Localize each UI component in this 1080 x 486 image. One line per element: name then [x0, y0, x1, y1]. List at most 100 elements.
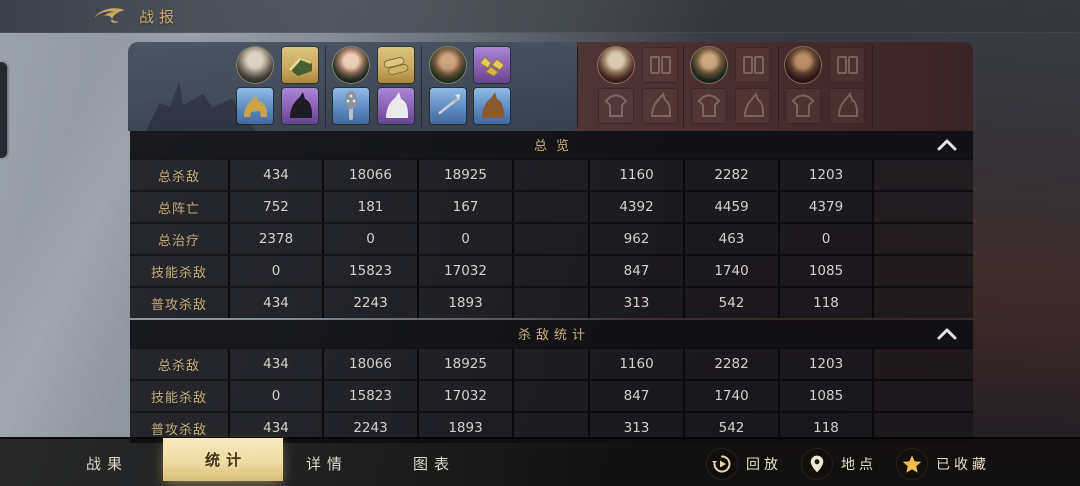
- stat-value: 15823: [349, 388, 392, 404]
- stat-value: 118: [813, 295, 839, 311]
- location-pin-icon: [802, 448, 832, 479]
- elder-white-beard-avatar[interactable]: [237, 47, 273, 83]
- row-label: 总杀敌: [130, 349, 228, 379]
- man-red-headband-avatar[interactable]: [785, 47, 821, 83]
- gold-horse-item-icon[interactable]: [237, 88, 273, 124]
- man-green-band-avatar[interactable]: [691, 47, 727, 83]
- bamboo-scrolls-item-icon[interactable]: [378, 47, 414, 83]
- location-button[interactable]: 地点: [802, 439, 877, 486]
- title-bar: 战报: [0, 0, 1080, 33]
- black-horse-item-icon[interactable]: [282, 88, 318, 124]
- white-horse-item-icon[interactable]: [378, 88, 414, 124]
- brown-horse-item-icon[interactable]: [474, 88, 510, 124]
- stat-value: 1893: [448, 420, 483, 436]
- stats-table: 总览 总杀敌 434 18066 18925 1160 2282 1203 总阵…: [130, 131, 973, 443]
- team-divider: [577, 46, 578, 127]
- spacer-cell: [512, 224, 588, 254]
- chevron-up-icon[interactable]: [935, 326, 959, 342]
- stat-value: 962: [623, 231, 650, 247]
- hero-column-divider: [421, 46, 422, 127]
- spacer-cell: [872, 288, 973, 318]
- empty-scroll-slot-icon[interactable]: [735, 47, 771, 83]
- section-title: 总览: [533, 138, 578, 153]
- stat-value: 542: [718, 420, 745, 436]
- stat-value: 18925: [444, 167, 487, 183]
- stat-value: 1085: [808, 388, 844, 404]
- row-label: 技能杀敌: [130, 256, 228, 286]
- spacer-cell: [512, 160, 588, 190]
- gold-ingots-item-icon[interactable]: [474, 47, 510, 83]
- stat-value: 1085: [808, 263, 844, 279]
- empty-scroll-slot-icon[interactable]: [642, 47, 678, 83]
- spacer-cell: [872, 160, 973, 190]
- stat-value: 847: [623, 388, 650, 404]
- row-label: 总杀敌: [130, 160, 228, 190]
- silver-mace-item-icon[interactable]: [333, 88, 369, 124]
- tab-battle-result[interactable]: 战果: [85, 456, 128, 473]
- stat-value: 313: [623, 295, 650, 311]
- man-gray-hair-avatar[interactable]: [598, 47, 634, 83]
- tab-statistics-selected[interactable]: 统计: [163, 438, 283, 481]
- stat-value: 18066: [349, 167, 392, 183]
- empty-armor-slot-icon[interactable]: [598, 88, 634, 124]
- empty-horse-slot-icon[interactable]: [642, 88, 678, 124]
- empty-scroll-slot-icon[interactable]: [829, 47, 865, 83]
- tab-details[interactable]: 详情: [305, 456, 348, 473]
- replay-button[interactable]: 回放: [707, 439, 782, 486]
- table-row: 普攻杀敌 434 2243 1893 313 542 118: [130, 286, 973, 318]
- hero-column-divider: [325, 46, 326, 127]
- empty-horse-slot-icon[interactable]: [829, 88, 865, 124]
- hero-column-divider: [872, 46, 873, 127]
- stat-value: 313: [623, 420, 650, 436]
- stat-value: 17032: [444, 388, 487, 404]
- stat-value: 1893: [448, 295, 483, 311]
- row-label: 技能杀敌: [130, 381, 228, 411]
- spacer-cell: [512, 381, 588, 411]
- chevron-up-icon[interactable]: [935, 137, 959, 153]
- side-drawer-handle[interactable]: [0, 62, 7, 158]
- green-book-item-icon[interactable]: [282, 47, 318, 83]
- empty-horse-slot-icon[interactable]: [735, 88, 771, 124]
- stat-value: 167: [452, 199, 479, 215]
- stat-value: 0: [461, 231, 470, 247]
- favorited-button[interactable]: 已收藏: [897, 439, 990, 486]
- stat-value: 4392: [619, 199, 654, 215]
- row-label: 总治疗: [130, 224, 228, 254]
- location-label: 地点: [841, 455, 877, 472]
- row-label: 总阵亡: [130, 192, 228, 222]
- table-row: 技能杀敌 0 15823 17032 847 1740 1085: [130, 379, 973, 411]
- spacer-cell: [872, 381, 973, 411]
- stat-value: 118: [813, 420, 839, 436]
- stat-value: 2243: [353, 295, 388, 311]
- bottom-tab-bar: 战果 统计 详情 图表 回放 地点: [0, 437, 1080, 486]
- section-title: 杀敌统计: [517, 327, 590, 342]
- empty-armor-slot-icon[interactable]: [691, 88, 727, 124]
- spacer-cell: [872, 192, 973, 222]
- hero-equipment-panel: [128, 42, 973, 131]
- spacer-cell: [512, 192, 588, 222]
- stat-value: 1160: [619, 356, 654, 372]
- table-row: 技能杀敌 0 15823 17032 847 1740 1085: [130, 254, 973, 286]
- stat-value: 542: [718, 295, 745, 311]
- woman-dark-hair-avatar[interactable]: [333, 47, 369, 83]
- spacer-cell: [512, 349, 588, 379]
- report-swoosh-logo-icon: [94, 8, 125, 23]
- right-team-background: [577, 42, 973, 131]
- table-row: 总阵亡 752 181 167 4392 4459 4379: [130, 190, 973, 222]
- man-green-headband-avatar[interactable]: [430, 47, 466, 83]
- empty-armor-slot-icon[interactable]: [785, 88, 821, 124]
- section-header-overview: 总览: [130, 131, 973, 158]
- stat-value: 752: [263, 199, 289, 215]
- stat-value: 0: [821, 231, 831, 247]
- stat-value: 18925: [444, 356, 487, 372]
- stat-value: 2282: [714, 356, 749, 372]
- stat-value: 434: [263, 295, 289, 311]
- stat-value: 181: [357, 199, 384, 215]
- tab-charts[interactable]: 图表: [412, 456, 455, 473]
- section-header-kill-stats: 杀敌统计: [130, 320, 973, 347]
- stat-value: 2378: [258, 231, 294, 247]
- steel-halberd-item-icon[interactable]: [430, 88, 466, 124]
- stat-value: 2282: [714, 167, 749, 183]
- stat-value: 2243: [353, 420, 388, 436]
